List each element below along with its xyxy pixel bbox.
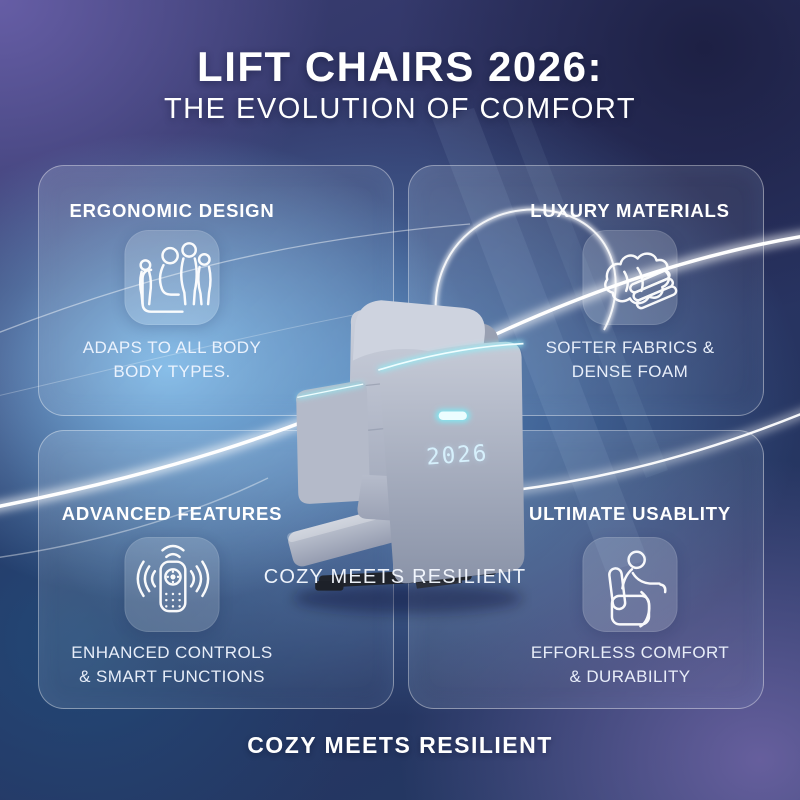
- person-recliner-icon: [582, 537, 678, 632]
- card-description: ADAPS TO ALL BODY BODY TYPES.: [82, 338, 262, 381]
- card-content: ULTIMATE USABLITY EFFORLESS COMFORT: [497, 431, 763, 708]
- card-description: SOFTER FABRICS & DENSE FOAM: [545, 338, 715, 381]
- card-title: ADVANCED FEATURES: [61, 503, 283, 524]
- card-title: ULTIMATE USABLITY: [528, 503, 731, 524]
- card-title: ERGONOMIC DESIGN: [69, 200, 275, 221]
- card-content: LUXURY MATERIALS SOFT: [497, 166, 763, 415]
- lift-chair-illustration: 2026 2026: [287, 300, 525, 614]
- card-description: EFFORLESS COMFORT & DURABILITY: [530, 643, 730, 686]
- page-subtitle: THE EVOLUTION OF COMFORT: [163, 93, 637, 125]
- people-group-icon: [124, 230, 220, 325]
- fabric-foam-icon: [582, 230, 678, 325]
- page-title: LIFT CHAIRS 2026:: [197, 43, 603, 90]
- chair-left-armrest: [296, 381, 370, 504]
- card-description: ENHANCED CONTROLS & SMART FUNCTIONS: [71, 643, 273, 686]
- chair-year-display: 2026 2026: [425, 440, 489, 470]
- chair-caption: COZY MEETS RESILIENT: [263, 566, 527, 588]
- chair-year-label: 2026: [425, 440, 489, 470]
- card-title: LUXURY MATERIALS: [530, 200, 730, 221]
- header: LIFT CHAIRS 2026: THE EVOLUTION OF COMFO…: [0, 44, 800, 126]
- card-content: ADVANCED FEATURES: [39, 431, 305, 708]
- remote-control-icon: [124, 537, 220, 632]
- chair-footrest: [288, 507, 401, 567]
- card-content: ERGONOMIC DESIGN: [39, 166, 305, 415]
- footer-tagline: COZY MEETS RESILIENT: [247, 732, 553, 758]
